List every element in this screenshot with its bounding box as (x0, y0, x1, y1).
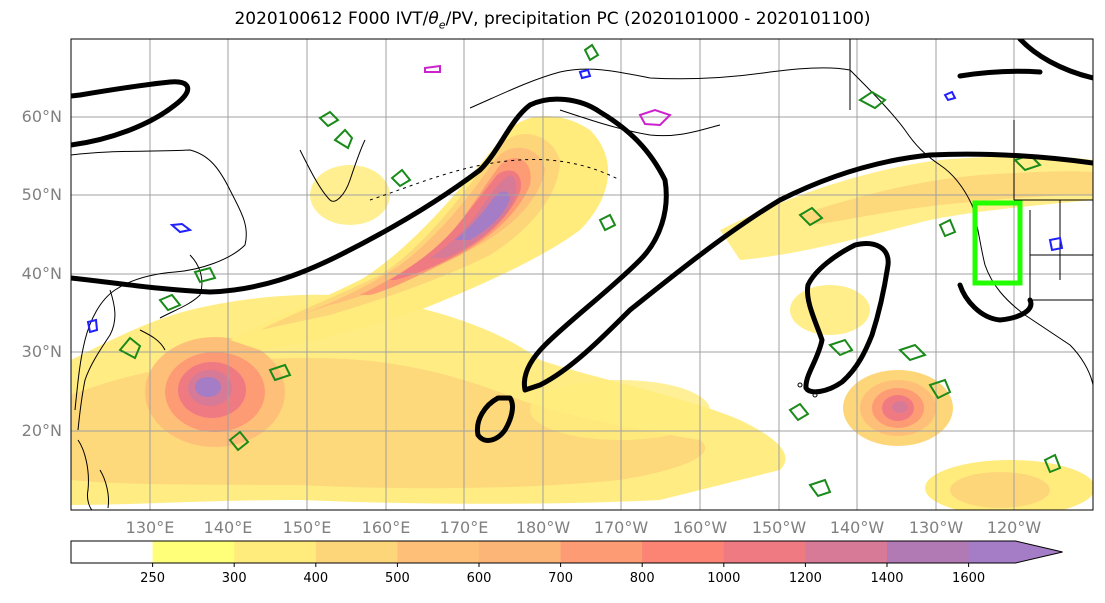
colorbar-segment (968, 541, 1063, 563)
title-theta: θe (428, 9, 446, 32)
lon-label: 170°E (440, 518, 489, 537)
colorbar: 250 300 400 500 600 700 800 1000 1200 1400 1600 (70, 540, 1063, 586)
lat-label: 40°N (22, 264, 62, 283)
lat-labels: 60°N 50°N 40°N 30°N 20°N (22, 107, 62, 440)
graticule (71, 39, 1093, 510)
colorbar-tick-label: 600 (467, 571, 492, 586)
lon-label: 120°W (987, 518, 1042, 537)
lon-label: 140°E (204, 518, 253, 537)
colorbar-segment (642, 541, 725, 563)
map-content (71, 39, 1093, 510)
pv-contours (71, 39, 1093, 443)
colorbar-tick-label: 700 (548, 571, 573, 586)
lon-label: 130°W (909, 518, 964, 537)
colorbar-outline (70, 540, 1063, 564)
lon-label: 170°W (594, 518, 649, 537)
lon-labels: 130°E 140°E 150°E 160°E 170°E 180°W 170°… (126, 518, 1042, 537)
title-prefix: 2020100612 F000 IVT/ (234, 9, 429, 29)
colorbar-tick-label: 500 (385, 571, 410, 586)
colorbar-segment (805, 541, 888, 563)
colorbar-tick-label: 1200 (789, 571, 822, 586)
colorbar-segment (560, 541, 643, 563)
lon-label: 150°E (283, 518, 332, 537)
lon-label: 160°W (673, 518, 728, 537)
coastlines (71, 39, 1093, 510)
figure-title: 2020100612 F000 IVT/θe/PV, precipitation… (0, 9, 1105, 31)
ivt-shading (71, 116, 1093, 510)
colorbar-segment (71, 541, 154, 563)
colorbar-tick-label: 250 (140, 571, 165, 586)
colorbar-tick-label: 1600 (952, 571, 985, 586)
title-suffix: /PV, precipitation PC (2020101000 - 2020… (445, 9, 871, 29)
colorbar-tick-label: 800 (630, 571, 655, 586)
map-frame (70, 38, 1094, 511)
lat-label: 50°N (22, 185, 62, 204)
colorbar-segment (234, 541, 317, 563)
lon-label: 150°W (752, 518, 807, 537)
lon-label: 130°E (126, 518, 175, 537)
colorbar-segment (723, 541, 806, 563)
colorbar-segment (315, 541, 398, 563)
colorbar-tick-label: 300 (222, 571, 247, 586)
lon-label: 140°W (830, 518, 885, 537)
colorbar-segment (887, 541, 970, 563)
lon-label: 160°E (362, 518, 411, 537)
lon-label: 180°W (516, 518, 571, 537)
lat-label: 60°N (22, 107, 62, 126)
theta-e-contours (118, 43, 1062, 498)
colorbar-segment (152, 541, 235, 563)
colorbar-segment (397, 541, 480, 563)
colorbar-tick-label: 1000 (707, 571, 740, 586)
lat-label: 20°N (22, 421, 62, 440)
colorbar-tick-label: 1400 (870, 571, 903, 586)
lat-label: 30°N (22, 342, 62, 361)
precip-contours (86, 64, 1064, 334)
colorbar-segment (479, 541, 562, 563)
region-box (972, 200, 1023, 286)
colorbar-tick-label: 400 (303, 571, 328, 586)
